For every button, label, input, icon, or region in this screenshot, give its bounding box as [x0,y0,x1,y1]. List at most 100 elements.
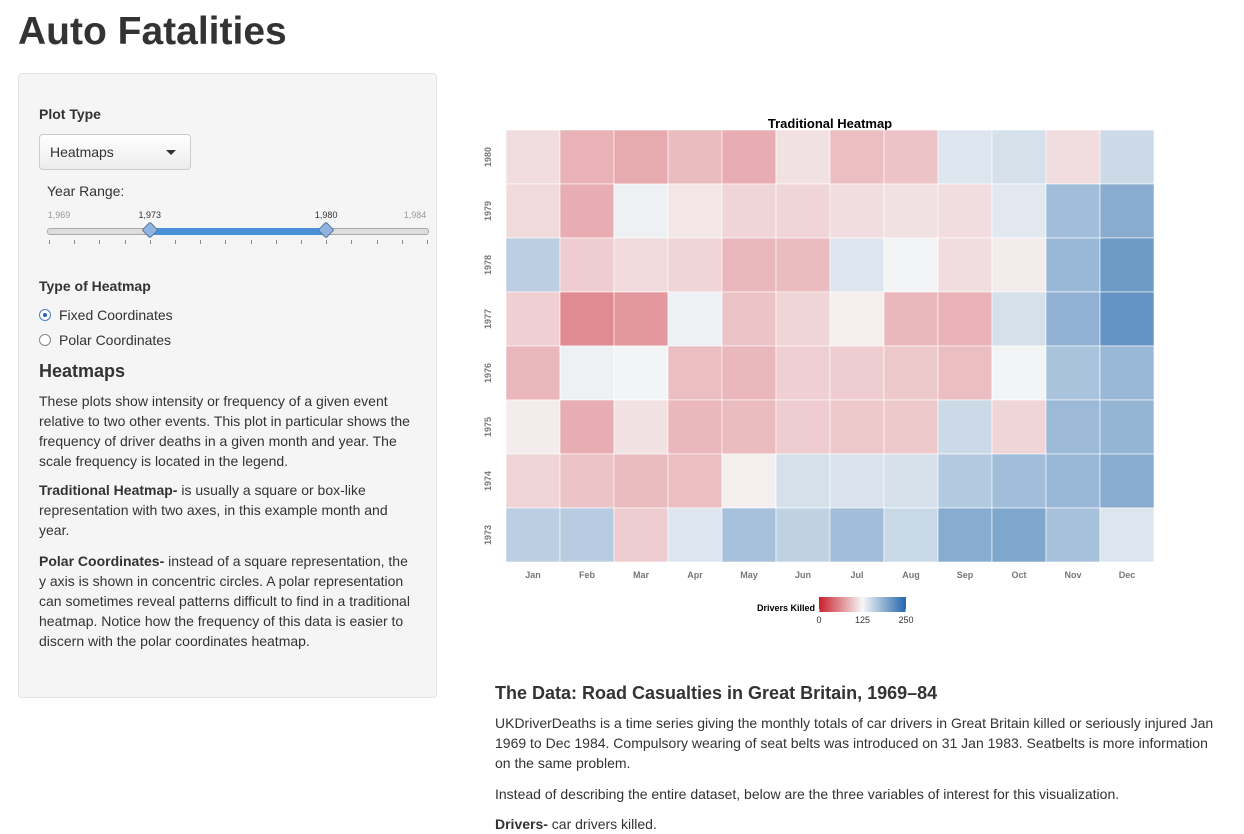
slider-tick [351,240,353,244]
heatmap-cell [829,237,885,293]
heatmap-cell [775,345,831,401]
heatmap-cell [829,453,885,509]
slider-tick [99,240,101,244]
heatmap-cell [991,345,1047,401]
heatmap-cell [721,237,777,293]
x-tick-label: Dec [1119,570,1136,580]
heatmap-cell [721,507,777,563]
legend-tick-label: 125 [855,615,870,625]
y-tick-label: 1976 [483,363,493,383]
slider-tick [401,240,403,244]
heatmap-cell [937,237,993,293]
traditional-heatmap-description: Traditional Heatmap- is usually a square… [39,480,417,540]
heatmap-cell [559,507,615,563]
heatmap-cell [1099,345,1155,401]
heatmap-cell [613,237,669,293]
plot-type-select[interactable]: Heatmaps [39,134,191,170]
heatmap-cell [991,291,1047,347]
year-range-label: Year Range: [47,183,125,199]
traditional-term: Traditional Heatmap- [39,482,178,498]
heatmap-cell [1045,291,1101,347]
heatmap-cell [937,183,993,239]
slider-to-handle[interactable] [317,221,335,239]
heatmap-cell [667,345,723,401]
heatmap-chart: Traditional Heatmap Jan Feb Mar Apr May Jun Jul… [470,108,1170,638]
legend-tick-label: 0 [816,615,821,625]
slider-tick [200,240,202,244]
slider-tick [427,240,428,244]
heatmap-cell [1045,183,1101,239]
heatmap-cell [559,345,615,401]
y-tick-label: 1973 [483,525,493,545]
heatmap-cell [883,291,939,347]
heatmap-cell [1099,453,1155,509]
heatmap-cell [991,453,1047,509]
x-tick-label: Jun [795,570,811,580]
y-tick-label: 1977 [483,309,493,329]
radio-unselected-icon[interactable] [39,334,51,346]
heatmap-cell [937,399,993,455]
heatmap-cell [775,453,831,509]
heatmap-cell [559,453,615,509]
heatmap-cell [883,345,939,401]
heatmap-cell [505,183,561,239]
y-tick-label: 1975 [483,417,493,437]
radio-selected-icon[interactable] [39,309,51,321]
heatmap-cell [937,129,993,185]
heatmap-cell [937,291,993,347]
heatmap-cell [721,345,777,401]
heatmap-cell [1045,453,1101,509]
x-tick-label: Nov [1064,570,1081,580]
x-tick-label: Apr [687,570,703,580]
heatmap-cell [991,507,1047,563]
heatmap-cell [991,129,1047,185]
heatmaps-heading: Heatmaps [39,361,126,381]
radio-polar-coordinates[interactable]: Polar Coordinates [39,332,171,348]
caret-down-icon [166,150,176,155]
chart-title: Traditional Heatmap [768,116,892,131]
radio-fixed-coordinates[interactable]: Fixed Coordinates [39,307,173,323]
data-description: UKDriverDeaths is a time series giving t… [495,715,1214,771]
year-range-slider[interactable]: 1,969 1,984 1,973 1,980 [47,204,429,244]
drivers-text: car drivers killed. [547,816,657,832]
heatmap-cell [667,453,723,509]
heatmap-cell [883,399,939,455]
legend-title: Drivers Killed [757,603,815,613]
heatmap-cell [775,129,831,185]
drivers-term: Drivers- [495,816,548,832]
heatmap-cell [613,399,669,455]
heatmap-cell [883,129,939,185]
heatmap-cell [613,291,669,347]
slider-to-label: 1,980 [314,210,338,220]
slider-tick [250,240,252,244]
x-tick-label: Sep [957,570,974,580]
heatmap-cell [667,399,723,455]
heatmap-cell [991,237,1047,293]
heatmap-cell [991,183,1047,239]
heatmap-cell [559,237,615,293]
legend-tick-label: 250 [898,615,913,625]
heatmap-cell [1045,237,1101,293]
variables-intro: Instead of describing the entire dataset… [495,786,1120,802]
heatmap-cell [937,453,993,509]
heatmap-cell [559,129,615,185]
heatmap-type-label: Type of Heatmap [39,278,151,294]
heatmap-cell [721,399,777,455]
x-tick-label: Oct [1011,570,1026,580]
slider-tick [149,240,151,244]
y-tick-label: 1974 [483,471,493,491]
slider-tick [301,240,302,244]
slider-tick [326,240,328,244]
page-title: Auto Fatalities [18,10,287,53]
x-tick-label: Jul [850,570,863,580]
heatmap-cell [775,291,831,347]
heatmap-cell [667,183,723,239]
heatmap-cell [883,237,939,293]
slider-from-handle[interactable] [141,221,159,239]
heatmap-cell [1099,237,1155,293]
heatmap-cell [505,399,561,455]
sidebar-panel: Plot Type Heatmaps Year Range: 1,969 1,9… [18,73,437,698]
heatmap-cell [937,507,993,563]
heatmap-cell [1045,399,1101,455]
heatmap-cell [613,183,669,239]
